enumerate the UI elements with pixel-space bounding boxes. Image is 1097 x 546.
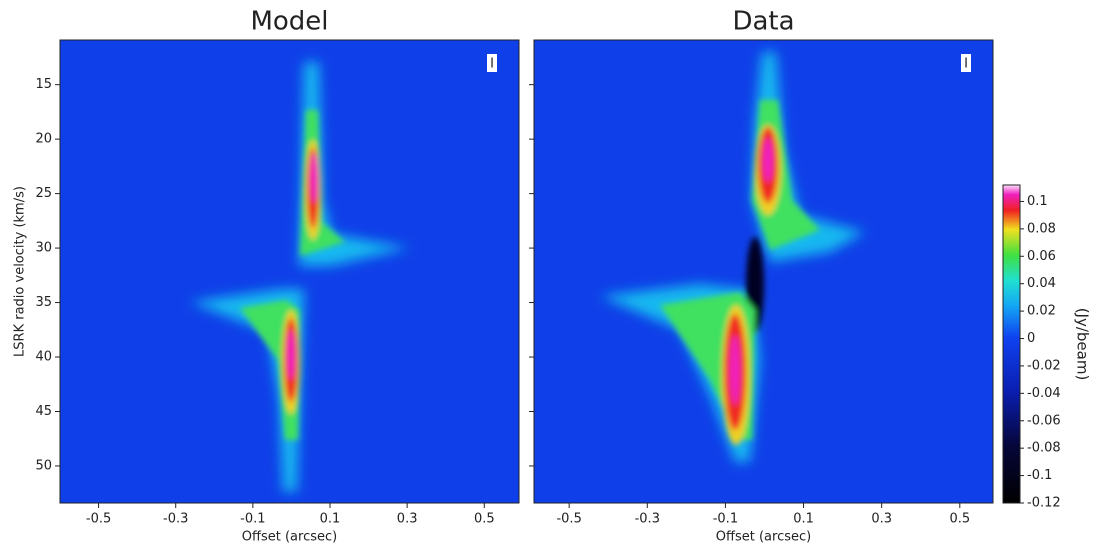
x-axis-label: Offset (arcsec)	[242, 530, 337, 545]
y-axis-label: LSRK radio velocity (km/s)	[13, 186, 28, 357]
y-tick-label: 45	[35, 404, 52, 419]
x-tick-label: -0.3	[163, 512, 188, 527]
x-tick-label: -0.5	[556, 512, 581, 527]
y-tick-label: 50	[35, 458, 52, 473]
x-tick-label: 0.3	[397, 512, 418, 527]
x-tick-label: -0.1	[713, 512, 738, 527]
colorbar-tick-label: 0.04	[1027, 276, 1056, 291]
y-tick-label: 25	[35, 186, 52, 201]
annotation: I	[490, 57, 494, 72]
y-tick-label: 30	[35, 241, 52, 256]
annotation-box	[961, 54, 971, 72]
colorbar-tick-label: 0.02	[1027, 304, 1056, 319]
panel-title: Model	[250, 7, 328, 37]
colorbar-tick-label: -0.1	[1027, 468, 1052, 483]
x-axis-label: Offset (arcsec)	[716, 530, 811, 545]
y-tick-label: 35	[35, 295, 52, 310]
y-tick-label: 40	[35, 350, 52, 365]
colorbar-tick-label: -0.12	[1027, 496, 1061, 511]
colorbar	[1002, 184, 1021, 504]
y-tick-label: 15	[35, 77, 52, 92]
colorbar-label: (Jy/beam)	[1074, 308, 1092, 381]
colorbar-tick-label: 0.1	[1027, 194, 1048, 209]
x-tick-label: 0.5	[474, 512, 495, 527]
data-image	[534, 40, 993, 503]
colorbar-tick-label: -0.04	[1027, 386, 1061, 401]
colorbar-tick-label: -0.06	[1027, 413, 1061, 428]
colorbar-tick-label: 0.06	[1027, 249, 1056, 264]
plot-frame	[59, 39, 520, 504]
x-tick-label: 0.1	[793, 512, 814, 527]
x-tick-label: 0.3	[871, 512, 892, 527]
x-tick-label: -0.3	[635, 512, 660, 527]
panel-title: Data	[732, 7, 794, 37]
annotation: I	[964, 57, 968, 72]
y-tick-label: 20	[35, 132, 52, 147]
x-tick-label: -0.1	[240, 512, 265, 527]
colorbar-tick-label: 0	[1027, 331, 1035, 346]
model-image	[60, 40, 519, 503]
colorbar-tick-label: -0.02	[1027, 358, 1061, 373]
x-tick-label: -0.5	[86, 512, 111, 527]
x-tick-label: 0.1	[320, 512, 341, 527]
colorbar-tick-label: 0.08	[1027, 221, 1056, 236]
colorbar-tick-label: -0.08	[1027, 441, 1061, 456]
x-tick-label: 0.5	[949, 512, 970, 527]
annotation-box	[487, 54, 497, 72]
plot-frame	[533, 39, 994, 504]
